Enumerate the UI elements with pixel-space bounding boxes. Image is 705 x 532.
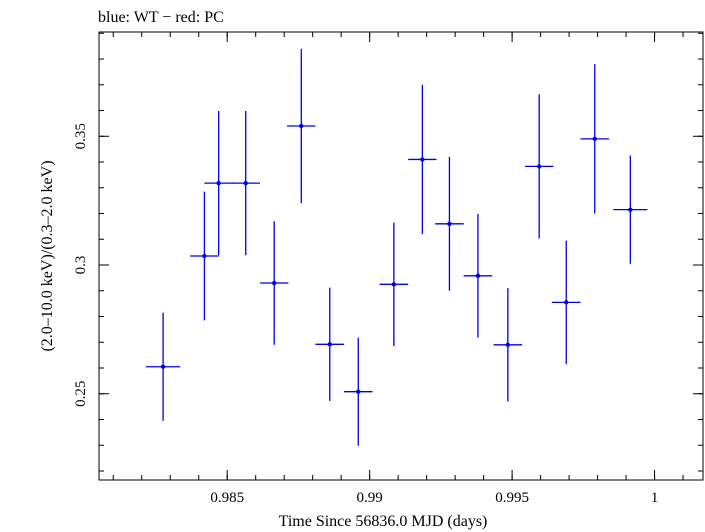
data-point [505,342,511,348]
x-tick-label: 0.985 [210,490,244,506]
data-point [202,253,207,259]
y-tick-label: 0.35 [73,123,89,149]
x-tick-label: 1 [651,490,659,506]
data-point [216,180,221,186]
data-point [299,123,304,129]
x-axis-label: Time Since 56836.0 MJD (days) [279,513,488,530]
y-minor-ticks [99,32,703,472]
y-tick-label: 0.3 [73,256,89,275]
data-point [391,282,397,287]
plot-frame [98,31,704,481]
series-wt [146,48,648,446]
data-point [564,300,569,305]
data-point [592,136,597,142]
x-tick-label: 0.995 [495,490,529,506]
y-tick-label: 0.25 [73,381,89,407]
data-point [536,164,542,169]
data-point [243,180,248,186]
data-point [327,342,332,347]
x-ticks: 0.985 0.99 0.995 1 [210,32,658,506]
data-point [272,280,277,286]
data-point [420,157,425,162]
series-layer [146,48,648,446]
data-point [475,273,481,279]
data-point [160,364,166,369]
chart-title: blue: WT − red: PC [98,9,224,26]
data-point [628,207,633,212]
x-tick-label: 0.99 [357,490,383,506]
data-point [447,221,452,227]
y-ticks: 0.25 0.3 0.35 [73,123,703,407]
data-point [356,389,361,394]
y-axis-label: (2.0–10.0 keV)/(0.3–2.0 keV) [39,160,56,351]
